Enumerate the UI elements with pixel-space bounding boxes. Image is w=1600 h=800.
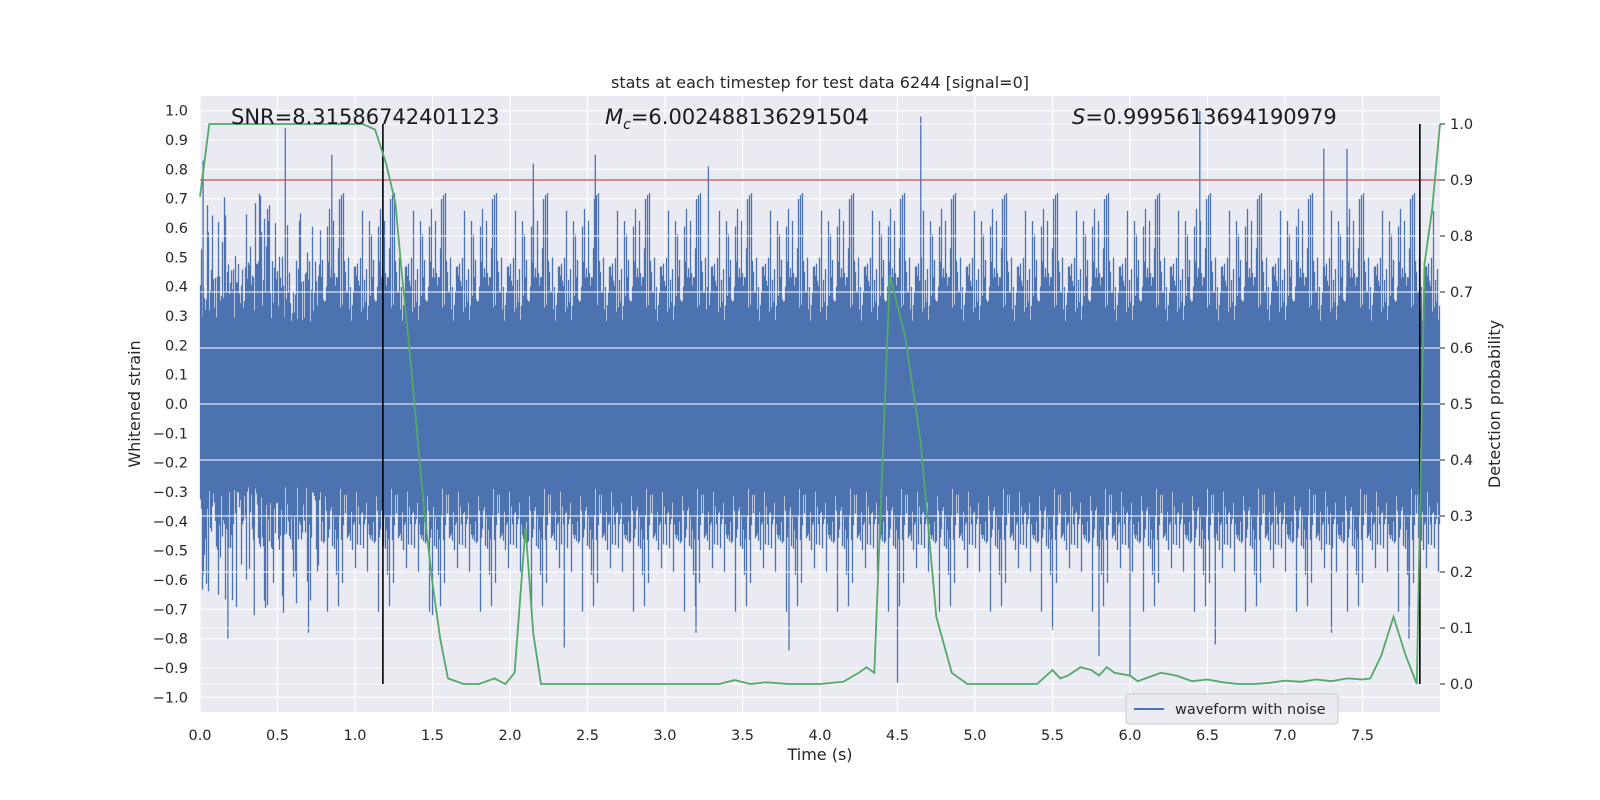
x-tick-label: 4.0 — [808, 728, 831, 744]
y-axis-title: Whitened strain — [125, 340, 144, 467]
y2-tick-label: 0.1 — [1450, 621, 1473, 637]
x-tick-label: 3.5 — [731, 728, 754, 744]
y2-tick-label: 0.5 — [1450, 397, 1473, 413]
x-tick-label: 0.0 — [188, 728, 211, 744]
waveform-series — [199, 110, 1441, 683]
x-tick-label: 7.5 — [1351, 728, 1374, 744]
y-axis-right: 0.0 0.1 0.2 0.3 0.4 0.5 0.6 0.7 0.8 0.9 1.0 — [1440, 117, 1473, 693]
y-tick-label: 0.6 — [165, 221, 188, 237]
chirp-mass-symbol: M — [605, 105, 623, 129]
x-tick-label: 1.5 — [421, 728, 444, 744]
y-tick-label: 1.0 — [165, 104, 188, 120]
x-tick-label: 4.5 — [886, 728, 909, 744]
y-tick-label: −0.7 — [153, 602, 188, 618]
y2-tick-label: 0.3 — [1450, 509, 1473, 525]
x-axis-title: Time (s) — [786, 745, 852, 764]
x-tick-label: 7.0 — [1273, 728, 1296, 744]
x-tick-label: 3.0 — [653, 728, 676, 744]
y-tick-label: −0.8 — [153, 632, 188, 648]
y-tick-label: 0.8 — [165, 162, 188, 178]
score-annotation: S=0.9995613694190979 — [1072, 105, 1337, 129]
y-tick-label: 0.5 — [165, 250, 188, 266]
y2-tick-label: 0.8 — [1450, 229, 1473, 245]
y2-tick-label: 1.0 — [1450, 117, 1473, 133]
y-tick-label: −0.1 — [153, 426, 188, 442]
y-tick-label: −0.3 — [153, 485, 188, 501]
x-axis: 0.0 0.5 1.0 1.5 2.0 2.5 3.0 3.5 4.0 4.5 5.0 5.5 6.0 6… — [188, 728, 1374, 744]
y-tick-label: 0.3 — [165, 309, 188, 325]
y-axis-left: −1.0 −0.9 −0.8 −0.7 −0.6 −0.5 −0.4 −0.3 −0.2 −0.1… — [153, 104, 188, 707]
y-tick-label: 0.7 — [165, 192, 188, 208]
chirp-mass-subscript: c — [623, 117, 631, 133]
y-tick-label: 0.2 — [165, 338, 188, 354]
x-tick-label: 5.5 — [1041, 728, 1064, 744]
y-tick-label: −0.5 — [153, 544, 188, 560]
y-tick-label: 0.0 — [165, 397, 188, 413]
snr-annotation: SNR=8.31586742401123 — [231, 105, 499, 129]
chirp-mass-value: =6.002488136291504 — [631, 105, 869, 129]
y-tick-label: 0.4 — [165, 280, 188, 296]
legend-box — [1125, 693, 1339, 725]
y-tick-label: 0.9 — [165, 133, 188, 149]
x-tick-label: 1.0 — [343, 728, 366, 744]
y-tick-label: −1.0 — [153, 690, 188, 706]
y2-tick-label: 0.4 — [1450, 453, 1473, 469]
legend: waveform with noise — [1125, 693, 1339, 725]
probability-series — [199, 123, 1441, 686]
x-tick-label: 5.0 — [963, 728, 986, 744]
x-tick-label: 6.0 — [1118, 728, 1141, 744]
y-tick-label: −0.4 — [153, 514, 188, 530]
y2-tick-label: 0.9 — [1450, 173, 1473, 189]
waveform-line — [199, 110, 1441, 683]
x-tick-label: 6.5 — [1196, 728, 1219, 744]
score-symbol: S — [1072, 105, 1085, 129]
y2-tick-label: 0.2 — [1450, 565, 1473, 581]
reference-lines — [200, 124, 1440, 684]
y-tick-label: −0.9 — [153, 661, 188, 677]
score-value: =0.9995613694190979 — [1085, 105, 1336, 129]
y2-tick-label: 0.7 — [1450, 285, 1473, 301]
y-tick-label: −0.2 — [153, 456, 188, 472]
probability-line — [199, 123, 1441, 686]
chart-title: stats at each timestep for test data 624… — [611, 73, 1029, 92]
x-tick-label: 2.5 — [576, 728, 599, 744]
y-tick-label: 0.1 — [165, 368, 188, 384]
y2-axis-title: Detection probability — [1485, 320, 1504, 488]
legend-label-waveform: waveform with noise — [1175, 702, 1326, 718]
y-tick-label: −0.6 — [153, 573, 188, 589]
chirp-mass-annotation: Mc=6.002488136291504 — [605, 105, 869, 133]
y2-tick-label: 0.6 — [1450, 341, 1473, 357]
y2-tick-label: 0.0 — [1450, 677, 1473, 693]
x-tick-label: 2.0 — [498, 728, 521, 744]
x-tick-label: 0.5 — [266, 728, 289, 744]
